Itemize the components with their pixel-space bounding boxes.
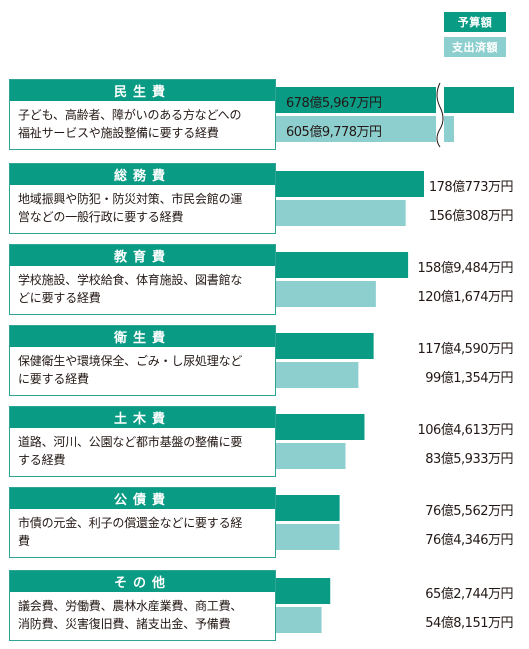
budget-value-label: 117億4,590万円 — [417, 342, 513, 357]
axis-break-mark — [436, 82, 444, 148]
budget-value-label: 65億2,744万円 — [425, 587, 513, 602]
category-name: その他 — [10, 571, 275, 592]
category-description: 地域振興や防犯・防災対策、市民会館の運 営などの一般行政に要する経費 — [18, 192, 243, 224]
spent-bar — [276, 200, 406, 226]
spent-value-label: 605億9,778万円 — [286, 125, 382, 140]
spent-value-label: 120億1,674万円 — [417, 290, 513, 305]
spent-bar — [276, 524, 340, 550]
category-description: 道路、河川、公園など都市基盤の整備に要 する経費 — [18, 435, 243, 467]
legend-spent: 支出済額 — [444, 37, 506, 57]
budget-bar — [276, 414, 365, 440]
spent-bar — [276, 281, 376, 307]
category-label: 教育費学校施設、学校給食、体育施設、図書館な どに要する経費 — [9, 244, 276, 315]
budget-bar — [276, 578, 331, 604]
spent-value-label: 83億5,933万円 — [425, 452, 513, 467]
spent-value-label: 76億4,346万円 — [425, 533, 513, 548]
category-description: 学校施設、学校給食、体育施設、図書館な どに要する経費 — [18, 273, 243, 305]
category-name: 衛生費 — [10, 326, 275, 347]
budget-bar — [276, 495, 340, 521]
category-label: 土木費道路、河川、公園など都市基盤の整備に要 する経費 — [9, 406, 276, 477]
category-label: その他議会費、労働費、農林水産業費、商工費、 消防費、災害復旧費、諸支出金、予備費 — [9, 570, 276, 641]
category-label: 公債費市債の元金、利子の償還金などに要する経費 — [9, 487, 276, 558]
spent-bar — [276, 362, 359, 388]
budget-bar — [276, 87, 514, 113]
budget-bar — [276, 171, 424, 197]
legend-budget: 予算額 — [444, 12, 506, 32]
spent-bar — [276, 116, 454, 142]
category-name: 総務費 — [10, 164, 275, 185]
category-name: 土木費 — [10, 407, 275, 428]
budget-bar — [276, 252, 409, 278]
category-description: 議会費、労働費、農林水産業費、商工費、 消防費、災害復旧費、諸支出金、予備費 — [18, 599, 243, 631]
category-label: 衛生費保健衛生や環境保全、ごみ・し尿処理など に要する経費 — [9, 325, 276, 396]
budget-bar — [276, 333, 374, 359]
spent-bar — [276, 443, 346, 469]
category-name: 教育費 — [10, 245, 275, 266]
category-name: 公債費 — [10, 488, 275, 509]
spent-value-label: 156億308万円 — [428, 209, 514, 224]
category-description: 保健衛生や環境保全、ごみ・し尿処理など に要する経費 — [18, 354, 243, 386]
spent-bar — [276, 607, 322, 633]
category-name: 民生費 — [10, 80, 275, 101]
axis-break-gap — [436, 83, 444, 147]
category-description: 市債の元金、利子の償還金などに要する経費 — [18, 516, 243, 548]
budget-value-label: 678億5,967万円 — [286, 96, 382, 111]
category-description: 子ども、高齢者、障がいのある方などへの 福祉サービスや施設整備に要する経費 — [18, 108, 242, 140]
budget-value-label: 106億4,613万円 — [417, 423, 513, 438]
budget-value-label: 158億9,484万円 — [417, 261, 513, 276]
spent-value-label: 54億8,151万円 — [425, 616, 513, 631]
category-label: 民生費子ども、高齢者、障がいのある方などへの 福祉サービスや施設整備に要する経費 — [9, 79, 276, 150]
category-label: 総務費地域振興や防犯・防災対策、市民会館の運 営などの一般行政に要する経費 — [9, 163, 276, 234]
spent-value-label: 99億1,354万円 — [425, 371, 513, 386]
budget-value-label: 178億773万円 — [428, 180, 514, 195]
budget-value-label: 76億5,562万円 — [425, 504, 513, 519]
